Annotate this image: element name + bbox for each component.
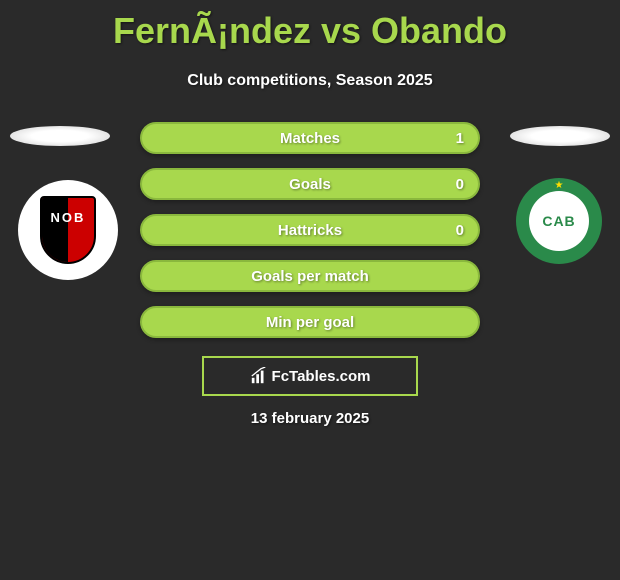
subtitle: Club competitions, Season 2025 (0, 72, 620, 90)
nob-shield: NOB (40, 196, 96, 264)
stat-value-right: 0 (456, 222, 464, 239)
stat-row-goals-per-match: Goals per match (140, 260, 480, 292)
team-logo-left: NOB (18, 180, 118, 280)
stat-label: Matches (280, 130, 340, 147)
team-logo-right: ★ CAB (516, 178, 602, 264)
player-marker-right (510, 126, 610, 146)
chart-icon (250, 367, 268, 385)
stat-row-min-per-goal: Min per goal (140, 306, 480, 338)
stat-label: Goals (289, 176, 331, 193)
stat-row-hattricks: Hattricks 0 (140, 214, 480, 246)
nob-shield-text: NOB (42, 210, 94, 225)
nob-badge: NOB (18, 180, 118, 280)
cab-text: CAB (542, 213, 575, 229)
comparison-title: FernÃ¡ndez vs Obando (0, 0, 620, 52)
source-text: FcTables.com (272, 368, 371, 385)
stats-container: Matches 1 Goals 0 Hattricks 0 Goals per … (140, 122, 480, 352)
stat-row-goals: Goals 0 (140, 168, 480, 200)
stat-value-right: 1 (456, 130, 464, 147)
player-marker-left (10, 126, 110, 146)
cab-badge: ★ CAB (516, 178, 602, 264)
cab-inner: CAB (529, 191, 589, 251)
source-box: FcTables.com (202, 356, 418, 396)
stat-label: Hattricks (278, 222, 342, 239)
stat-row-matches: Matches 1 (140, 122, 480, 154)
stat-value-right: 0 (456, 176, 464, 193)
cab-star-icon: ★ (555, 180, 564, 191)
stat-label: Goals per match (251, 268, 369, 285)
stat-label: Min per goal (266, 314, 354, 331)
date-text: 13 february 2025 (0, 410, 620, 427)
